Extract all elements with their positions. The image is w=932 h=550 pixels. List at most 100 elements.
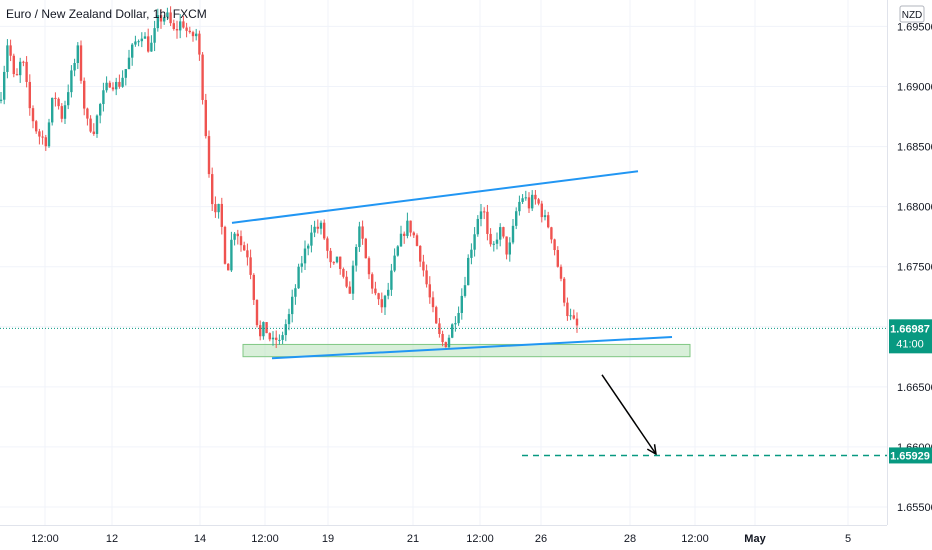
candle-body <box>361 226 364 239</box>
candle-body <box>348 286 351 294</box>
candle-body <box>137 41 140 43</box>
y-tick-label: 1.66500 <box>897 382 932 394</box>
candle-body <box>444 342 447 348</box>
candle-body <box>383 295 387 308</box>
candle-body <box>121 77 124 87</box>
candle-body <box>515 211 518 226</box>
projection-arrow[interactable] <box>601 374 657 455</box>
overlays <box>0 327 887 457</box>
candle-body <box>531 194 534 209</box>
x-tick-label: 19 <box>322 533 334 545</box>
candle-body <box>92 131 95 134</box>
candle-body <box>268 333 271 340</box>
candle-body <box>89 118 92 132</box>
lower-trendline[interactable] <box>271 335 673 360</box>
symbol-title: Euro / New Zealand Dollar, 1h, FXCM <box>6 7 207 21</box>
candle-body <box>19 61 22 76</box>
candle-body <box>521 198 524 202</box>
candle-body <box>147 36 150 52</box>
currency-badge-label: NZD <box>902 10 923 21</box>
x-tick-label: 21 <box>407 533 419 545</box>
candle-body <box>281 335 284 340</box>
bar-countdown: 41:00 <box>896 338 924 350</box>
drawings[interactable] <box>231 170 691 360</box>
candle-body <box>179 21 182 31</box>
candle-body <box>54 97 57 99</box>
candle-body <box>3 71 6 100</box>
candle-body <box>22 61 25 63</box>
candle-body <box>131 44 134 58</box>
candle-body <box>335 256 339 263</box>
y-tick-label: 1.67500 <box>897 262 932 274</box>
candle-body <box>367 258 371 275</box>
candle-body <box>511 225 515 243</box>
candle-body <box>451 324 454 338</box>
candle-body <box>428 284 431 298</box>
candle-body <box>227 263 230 271</box>
candle-body <box>99 104 102 116</box>
time-axis[interactable]: 12:00 12 14 12:00 19 21 12:00 26 28 12:00 May 5 <box>31 533 851 545</box>
candle-body <box>57 98 60 107</box>
candle-body <box>435 307 438 324</box>
candle-body <box>454 323 457 325</box>
candle-body <box>425 270 428 285</box>
x-tick-label: 12:00 <box>681 533 709 545</box>
candle-body <box>60 106 63 119</box>
candle-body <box>163 17 166 22</box>
candle-body <box>246 250 249 258</box>
candle-body <box>15 74 19 76</box>
price-axis[interactable]: 1.695001.690001.685001.680001.675001.670… <box>889 21 932 514</box>
candle-body <box>73 63 76 71</box>
candle-body <box>467 257 470 286</box>
candle-body <box>201 54 204 100</box>
candle-body <box>111 87 115 90</box>
candle-body <box>569 315 572 317</box>
support-zone[interactable] <box>242 343 691 358</box>
candle-body <box>44 137 47 147</box>
candle-body <box>102 90 105 105</box>
candle-body <box>265 322 268 334</box>
candle-body <box>377 293 380 300</box>
candle-body <box>463 285 467 296</box>
candle-body <box>476 218 479 235</box>
candle-body <box>422 261 425 271</box>
candle-body <box>303 248 307 264</box>
y-tick-label: 1.65500 <box>897 502 932 514</box>
candle-body <box>495 239 499 244</box>
candle-body <box>140 38 143 42</box>
candle-body <box>159 15 163 22</box>
candle-body <box>249 257 252 275</box>
candle-body <box>255 299 259 326</box>
candle-body <box>387 289 390 296</box>
candle-body <box>412 232 415 236</box>
y-tick-label: 1.68500 <box>897 142 932 154</box>
candle-body <box>191 32 195 37</box>
candle-body <box>499 227 502 240</box>
candle-body <box>505 236 508 255</box>
candle-body <box>9 45 12 56</box>
candle-body <box>278 339 281 341</box>
candle-body <box>537 199 540 204</box>
candle-body <box>415 235 419 246</box>
currency-badge[interactable]: NZD <box>899 5 925 23</box>
candle-body <box>419 245 422 262</box>
upper-trendline[interactable] <box>231 170 639 224</box>
candle-body <box>486 211 489 234</box>
candle-body <box>342 268 345 277</box>
candle-body <box>233 233 236 240</box>
candle-body <box>127 57 131 70</box>
candle-body <box>236 233 239 237</box>
candle-body <box>287 314 291 325</box>
candle-body <box>83 80 86 109</box>
candle-body <box>371 274 374 289</box>
candle-body <box>431 297 435 308</box>
candle-body <box>409 220 412 233</box>
candle-body <box>0 99 3 101</box>
candle-body <box>540 203 543 218</box>
candle-body <box>527 197 531 209</box>
current-price-value: 1.66987 <box>890 323 930 335</box>
candle-body <box>76 45 79 64</box>
candle-body <box>332 262 335 264</box>
